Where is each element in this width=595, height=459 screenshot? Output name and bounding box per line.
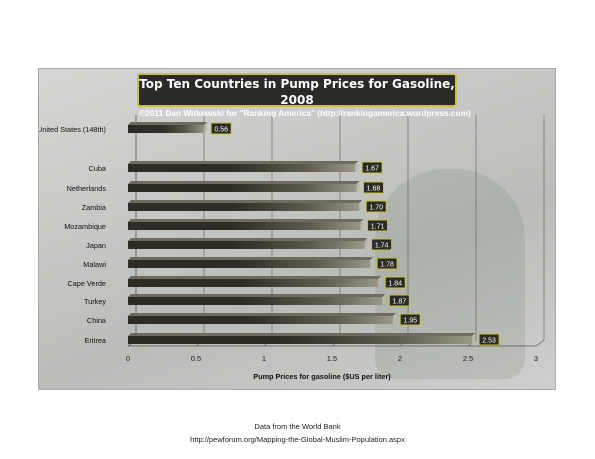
bar (128, 260, 371, 268)
category-label: Turkey (84, 297, 106, 306)
bar-end-face (393, 313, 397, 324)
bar-end-face (204, 122, 208, 133)
bar-top-face (128, 294, 386, 297)
bar-end-face (378, 276, 382, 287)
bar-top-face (128, 122, 208, 125)
bar-end-face (356, 181, 360, 192)
footer-url: http://pewforum.org/Mapping-the-Global-M… (190, 435, 405, 444)
bar (128, 125, 205, 133)
value-label-box (478, 333, 500, 346)
category-label: Netherlands (67, 184, 107, 193)
chart-subtitle: ©2011 Dan Witkowski for "Ranking America… (139, 108, 471, 118)
value-label-box (365, 200, 387, 213)
value-label-box (361, 161, 383, 174)
value-label: 0.56 (214, 126, 228, 133)
bar-end-face (359, 200, 363, 211)
value-label: 1.87 (393, 298, 407, 305)
x-tick-label: 0 (126, 354, 130, 363)
value-label: 1.78 (380, 261, 394, 268)
chart-title-box: Top Ten Countries in Pump Prices for Gas… (137, 73, 471, 118)
bar-top-face (128, 313, 397, 316)
bar (128, 316, 394, 324)
chart-frame: 0 0.5 1 1.5 2 2.5 3 Pump Prices for gasoline ($… (38, 68, 556, 390)
category-label: Cape Verde (67, 279, 106, 288)
value-label-box (376, 257, 398, 270)
value-label-box (388, 294, 410, 307)
bar-end-face (382, 294, 386, 305)
bar-end-face (360, 219, 364, 230)
bar (128, 222, 361, 230)
bar-end-face (364, 238, 368, 249)
value-label-box (367, 219, 389, 232)
category-label: Cuba (89, 164, 107, 173)
bar-end-face (355, 161, 359, 172)
value-label: 1.71 (371, 223, 385, 230)
bar-top-face (128, 276, 382, 279)
category-label: Malawi (83, 260, 106, 269)
bar (128, 184, 357, 192)
x-tick-label: 1.5 (327, 354, 337, 363)
bar-end-face (370, 257, 374, 268)
bar (128, 203, 360, 211)
category-label: China (87, 316, 107, 325)
value-label-box (384, 276, 406, 289)
category-label: Eritrea (85, 336, 107, 345)
x-axis-title: Pump Prices for gasoline ($US per liter) (253, 372, 391, 381)
bar-top-face (128, 238, 368, 241)
x-tick-label: 2 (398, 354, 402, 363)
category-label: Mozambique (64, 222, 106, 231)
footer: Data from the World Bank http://pewforum… (0, 420, 595, 446)
bar-top-face (128, 200, 363, 203)
value-label-box (399, 313, 421, 326)
bar (128, 297, 383, 305)
value-label: 2.53 (482, 337, 496, 344)
category-label: Japan (86, 241, 106, 250)
value-label: 1.95 (403, 317, 417, 324)
value-label: 1.68 (367, 185, 381, 192)
x-tick-label: 0.5 (191, 354, 201, 363)
bar (128, 336, 473, 344)
value-label: 1.67 (365, 165, 379, 172)
bar-top-face (128, 333, 476, 336)
bar (128, 164, 356, 172)
footer-source: Data from the World Bank (254, 422, 341, 431)
category-label: United States (148th) (39, 125, 106, 134)
bar (128, 241, 365, 249)
value-label-box (210, 122, 232, 135)
bar-top-face (128, 161, 359, 164)
value-label: 1.74 (375, 242, 389, 249)
value-label-box (371, 238, 393, 251)
bar (128, 279, 379, 287)
bar-top-face (128, 219, 364, 222)
value-label-box (362, 181, 384, 194)
x-tick-label: 2.5 (463, 354, 473, 363)
bar-top-face (128, 181, 360, 184)
x-tick-label: 1 (262, 354, 266, 363)
value-label: 1.84 (388, 280, 402, 287)
bar-top-face (128, 257, 374, 260)
gridline-floor (535, 339, 545, 347)
bar-end-face (472, 333, 476, 344)
chart-title: Top Ten Countries in Pump Prices for Gas… (139, 77, 455, 107)
category-label: Zambia (82, 203, 107, 212)
x-tick-label: 3 (534, 354, 538, 363)
value-label: 1.70 (369, 204, 383, 211)
